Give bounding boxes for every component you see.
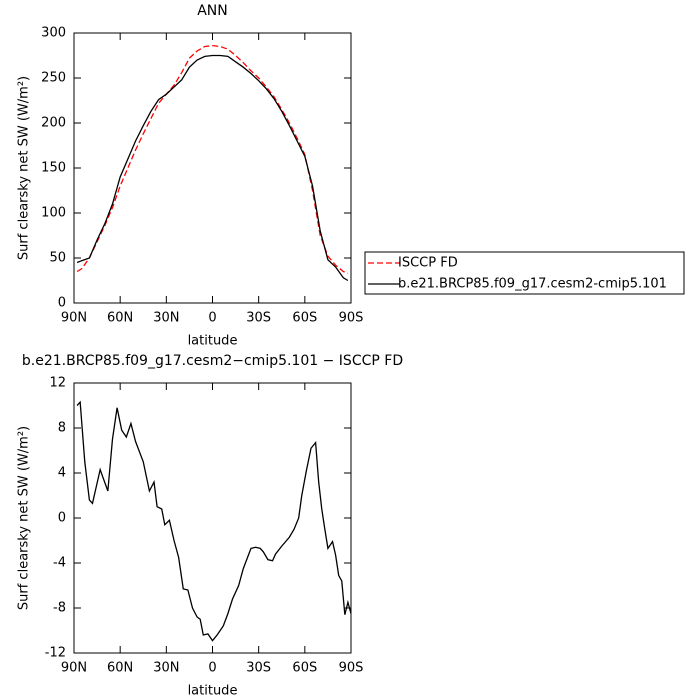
- chart-title: ANN: [197, 3, 228, 19]
- y-tick-label: -4: [53, 556, 66, 571]
- plot-frame: [73, 32, 352, 304]
- y-tick-label: -12: [45, 646, 66, 661]
- x-tick-label: 30N: [153, 661, 179, 676]
- x-tick-label: 90N: [61, 311, 87, 326]
- x-axis-label: latitude: [188, 334, 238, 349]
- x-tick-label: 0: [208, 311, 216, 326]
- y-tick-label: 200: [41, 116, 66, 131]
- chart-title: b.e21.BRCP85.f09_g17.cesm2−cmip5.101 − I…: [22, 353, 403, 369]
- x-tick-label: 30S: [246, 661, 271, 676]
- y-tick-label: 100: [41, 206, 66, 221]
- x-tick-label: 90N: [61, 661, 87, 676]
- data-line: [76, 44, 349, 274]
- legend-label: b.e21.BRCP85.f09_g17.cesm2-cmip5.101: [398, 277, 667, 292]
- y-tick-label: 0: [58, 296, 66, 311]
- y-tick-label: 4: [58, 466, 66, 481]
- x-axis-label: latitude: [188, 684, 238, 699]
- x-tick-label: 60N: [107, 661, 133, 676]
- legend-label: ISCCP FD: [398, 256, 458, 271]
- x-tick-label: 60S: [292, 311, 317, 326]
- legend: ISCCP FD b.e21.BRCP85.f09_g17.cesm2-cmip5…: [364, 251, 685, 295]
- x-tick-label: 60S: [292, 661, 317, 676]
- x-tick-label: 60N: [107, 311, 133, 326]
- y-tick-label: 150: [41, 161, 66, 176]
- legend-box: [364, 251, 685, 295]
- y-axis-label: Surf clearsky net SW (W/m²): [17, 76, 32, 260]
- x-tick-label: 90S: [339, 311, 364, 326]
- x-tick-label: 30N: [153, 311, 179, 326]
- y-tick-label: 50: [49, 251, 66, 266]
- y-axis-label: Surf clearsky net SW (W/m²): [17, 426, 32, 610]
- data-line: [76, 400, 352, 642]
- y-tick-label: 250: [41, 71, 66, 86]
- x-tick-label: 30S: [246, 311, 271, 326]
- y-tick-label: 12: [49, 376, 66, 391]
- x-tick-label: 90S: [339, 661, 364, 676]
- y-tick-label: 8: [58, 421, 66, 436]
- x-tick-label: 0: [208, 661, 216, 676]
- y-tick-label: -8: [53, 601, 66, 616]
- plot-frame: [73, 382, 352, 654]
- y-tick-label: 0: [58, 511, 66, 526]
- data-line: [76, 54, 349, 282]
- y-tick-label: 300: [41, 26, 66, 41]
